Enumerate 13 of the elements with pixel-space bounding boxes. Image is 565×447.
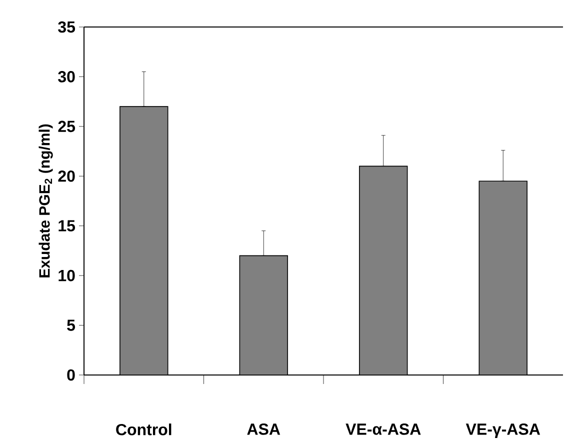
y-tick-label: 5 [67,320,76,331]
x-tick-label: ASA [247,424,280,435]
y-axis-title: Exudate PGE$_{2}$ (ng/ml) [38,124,53,278]
y-tick-label: 25 [58,120,76,132]
y-tick-label: 0 [67,369,75,381]
y-tick-label: 10 [58,270,75,282]
y-tick-label: 35 [58,21,76,33]
x-tick-label: Control [116,424,172,436]
y-tick-label: 15 [58,220,76,232]
x-tick-label: VE-α-ASA [346,424,421,435]
x-tick-label: VE-γ-ASA [466,424,540,438]
y-tick-label: 30 [58,71,75,82]
y-tick-label: 20 [58,170,75,182]
